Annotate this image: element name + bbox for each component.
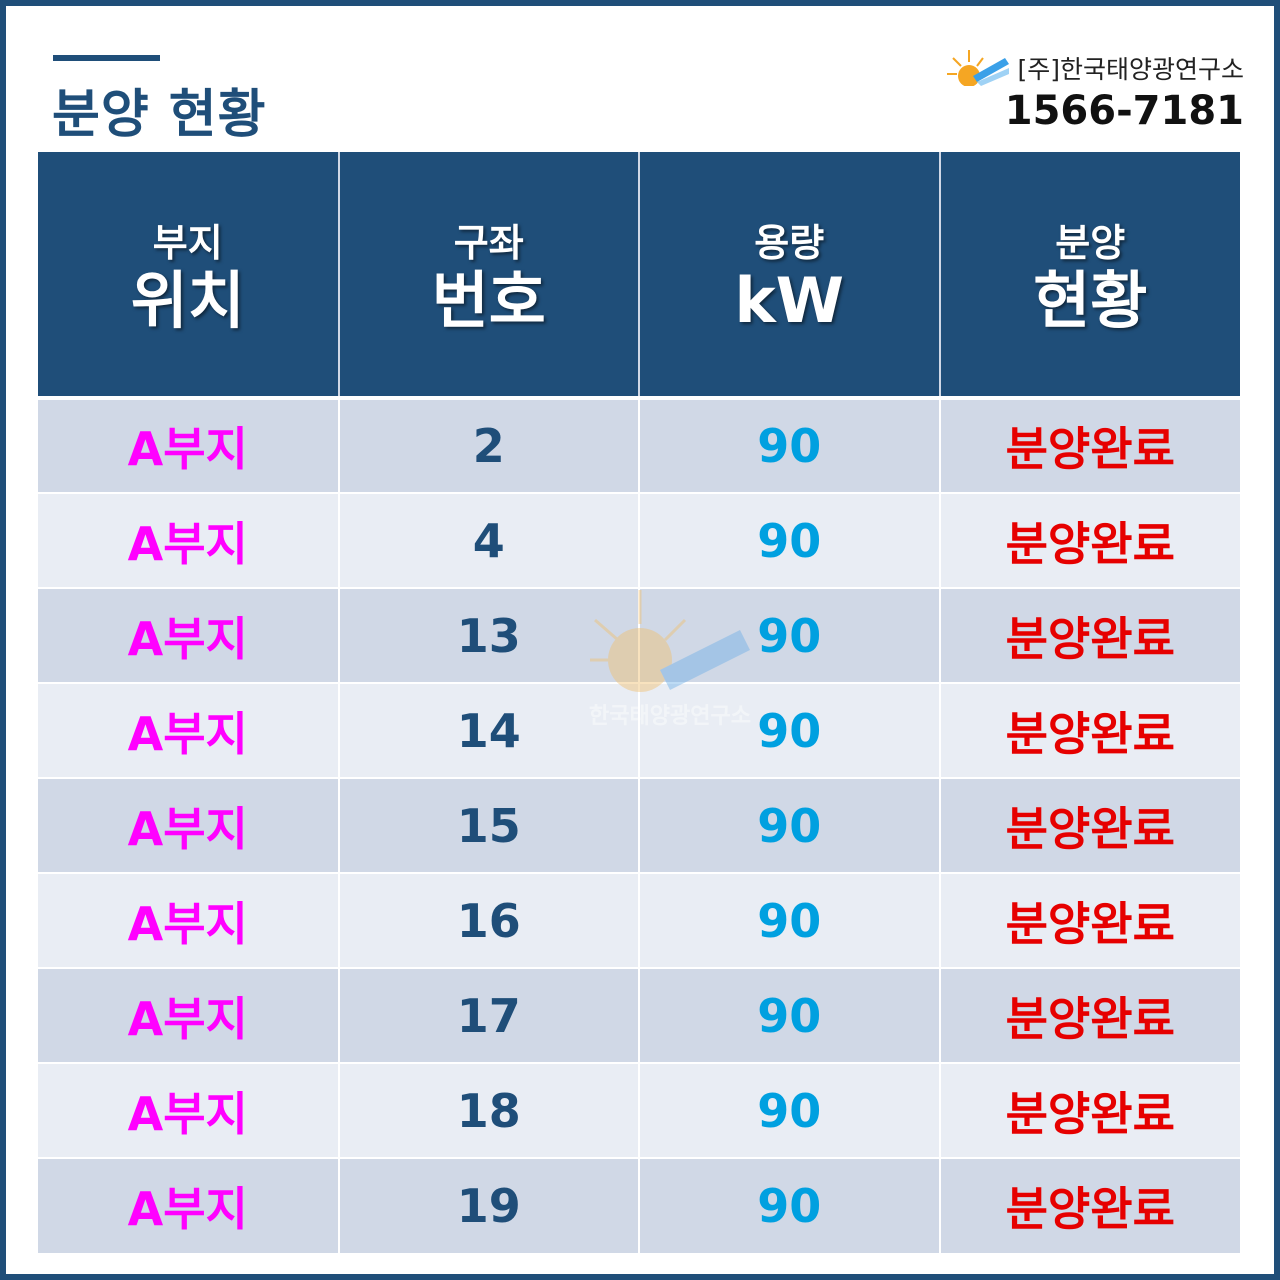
- page-title: 분양 현황: [52, 85, 267, 145]
- table-row: A부지 16 90 분양완료: [38, 872, 1240, 968]
- cell-site: A부지: [38, 1062, 339, 1158]
- table-row: A부지 17 90 분양완료: [38, 967, 1240, 1063]
- cell-capacity: 90: [638, 777, 940, 873]
- company-info: [주]한국태양광연구소 1566-7181: [947, 50, 1244, 134]
- cell-status: 분양완료: [938, 396, 1240, 493]
- cell-number: 16: [337, 872, 639, 968]
- table-row: A부지 15 90 분양완료: [38, 777, 1240, 873]
- cell-number: 2: [337, 396, 639, 493]
- cell-status: 분양완료: [938, 777, 1240, 873]
- cell-status: 분양완료: [938, 492, 1240, 588]
- cell-status: 분양완료: [938, 872, 1240, 968]
- company-name: [주]한국태양광연구소: [1017, 55, 1244, 84]
- header-slot-number: 구좌 번호: [337, 152, 639, 398]
- header-status: 분양 현황: [938, 152, 1240, 398]
- cell-site: A부지: [38, 1157, 339, 1253]
- cell-status: 분양완료: [938, 682, 1240, 778]
- cell-capacity: 90: [638, 492, 940, 588]
- title-accent-bar: [53, 55, 160, 61]
- sales-status-table: 부지 위치 구좌 번호 용량 kW 분양 현황 A부지 2 90 분양완료 A부지 4 90 분양완료…: [38, 152, 1240, 1253]
- table-row: A부지 14 90 분양완료: [38, 682, 1240, 778]
- cell-capacity: 90: [638, 1062, 940, 1158]
- cell-capacity: 90: [638, 967, 940, 1063]
- sun-solar-panel-icon: [947, 50, 1010, 86]
- cell-status: 분양완료: [938, 587, 1240, 683]
- cell-number: 4: [337, 492, 639, 588]
- cell-capacity: 90: [638, 872, 940, 968]
- table-row: A부지 4 90 분양완료: [38, 492, 1240, 588]
- cell-capacity: 90: [638, 396, 940, 493]
- table-row: A부지 18 90 분양완료: [38, 1062, 1240, 1158]
- table-row: A부지 13 90 분양완료: [38, 587, 1240, 683]
- cell-site: A부지: [38, 967, 339, 1063]
- cell-number: 13: [337, 587, 639, 683]
- cell-site: A부지: [38, 777, 339, 873]
- cell-capacity: 90: [638, 682, 940, 778]
- table-header-row: 부지 위치 구좌 번호 용량 kW 분양 현황: [38, 152, 1240, 398]
- cell-number: 18: [337, 1062, 639, 1158]
- cell-site: A부지: [38, 587, 339, 683]
- cell-capacity: 90: [638, 587, 940, 683]
- cell-status: 분양완료: [938, 1157, 1240, 1253]
- cell-number: 15: [337, 777, 639, 873]
- cell-site: A부지: [38, 492, 339, 588]
- cell-capacity: 90: [638, 1157, 940, 1253]
- cell-status: 분양완료: [938, 967, 1240, 1063]
- cell-site: A부지: [38, 396, 339, 493]
- cell-site: A부지: [38, 682, 339, 778]
- company-phone: 1566-7181: [1004, 88, 1244, 134]
- cell-number: 19: [337, 1157, 639, 1253]
- table-row: A부지 19 90 분양완료: [38, 1157, 1240, 1253]
- table-row: A부지 2 90 분양완료: [38, 396, 1240, 493]
- cell-status: 분양완료: [938, 1062, 1240, 1158]
- cell-number: 14: [337, 682, 639, 778]
- cell-site: A부지: [38, 872, 339, 968]
- header-site-location: 부지 위치: [38, 152, 339, 398]
- cell-number: 17: [337, 967, 639, 1063]
- header-capacity: 용량 kW: [638, 152, 940, 398]
